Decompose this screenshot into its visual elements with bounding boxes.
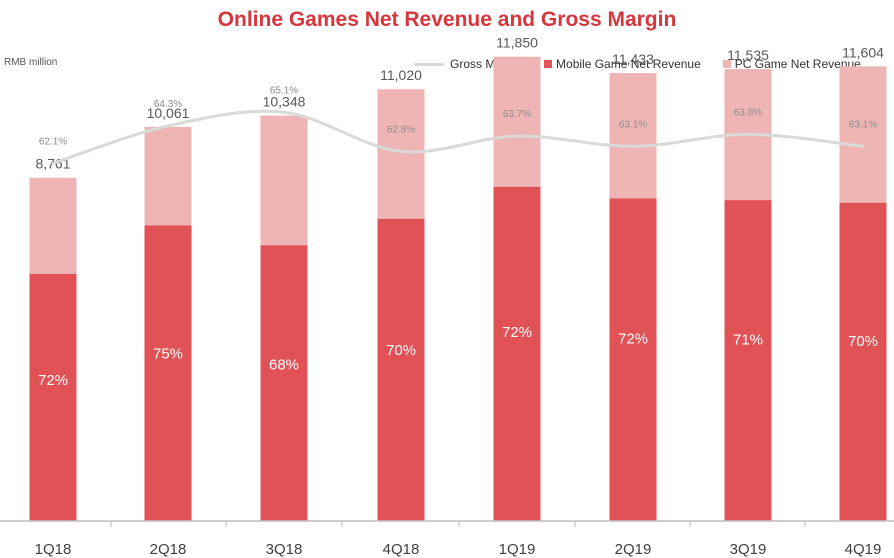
bar-pc-1Q19 (493, 56, 541, 187)
bar-mobile-2Q18 (144, 225, 192, 521)
legend-label-mobile: Mobile Game Net Revenue (556, 57, 701, 71)
share-label-4Q19: 70% (848, 333, 878, 350)
bar-mobile-1Q18 (29, 273, 77, 521)
total-label-4Q18: 11,020 (380, 67, 422, 83)
category-label-3Q19: 3Q19 (730, 541, 767, 558)
share-label-2Q19: 72% (618, 331, 648, 348)
gross-margin-line (51, 109, 865, 165)
gross-margin-label-1Q19: 63.7% (503, 109, 531, 120)
legend-swatch-pc (722, 60, 731, 68)
total-label-4Q19: 11,604 (842, 44, 884, 60)
gross-margin-label-3Q19: 63.8% (734, 107, 762, 118)
legend-swatch-gross-margin (414, 62, 444, 66)
gross-margin-label-3Q18: 65.1% (270, 85, 298, 96)
bar-mobile-4Q18 (377, 218, 425, 521)
legend-swatch-mobile (544, 60, 553, 68)
bar-mobile-1Q19 (493, 186, 541, 521)
category-label-3Q18: 3Q18 (266, 541, 303, 558)
share-label-3Q19: 71% (733, 332, 763, 349)
total-label-2Q19: 11,433 (612, 51, 654, 67)
gross-margin-label-4Q19: 63.1% (849, 119, 877, 130)
legend-item-mobile: Mobile Game Net Revenue (544, 57, 701, 71)
bar-mobile-4Q19 (839, 202, 887, 522)
legend-label-pc: PC Game Net Revenue (734, 57, 861, 71)
bar-pc-2Q19 (609, 73, 657, 199)
share-label-4Q18: 70% (386, 342, 416, 359)
category-label-1Q19: 1Q19 (499, 541, 536, 558)
bar-pc-4Q18 (377, 89, 425, 219)
gross-margin-label-4Q18: 62.8% (387, 124, 415, 135)
category-label-2Q18: 2Q18 (150, 541, 187, 558)
legend-item-pc: PC Game Net Revenue (722, 57, 861, 71)
category-label-1Q18: 1Q18 (35, 541, 72, 558)
bar-pc-4Q19 (839, 66, 887, 203)
category-label-2Q19: 2Q19 (615, 541, 652, 558)
total-label-1Q19: 11,850 (496, 35, 538, 51)
chart-title: Online Games Net Revenue and Gross Margi… (217, 8, 677, 31)
total-label-2Q18: 10,061 (147, 105, 190, 121)
share-label-1Q18: 72% (38, 372, 68, 389)
gross-margin-label-2Q19: 63.1% (619, 119, 647, 130)
total-label-3Q19: 11,535 (727, 47, 769, 63)
share-label-3Q18: 68% (269, 356, 299, 373)
share-label-1Q19: 72% (502, 324, 532, 341)
bar-pc-3Q18 (260, 115, 308, 246)
share-label-2Q18: 75% (153, 345, 183, 362)
category-label-4Q19: 4Q19 (845, 541, 882, 558)
bar-mobile-2Q19 (609, 198, 657, 521)
category-label-4Q18: 4Q18 (383, 541, 420, 558)
gross-margin-label-1Q18: 62.1% (39, 136, 67, 147)
gross-margin-label-2Q18: 64.3% (154, 99, 182, 110)
unit-label: RMB million (4, 57, 58, 68)
bar-pc-2Q18 (144, 126, 192, 226)
total-label-3Q18: 10,348 (263, 94, 306, 110)
bar-pc-1Q18 (29, 177, 77, 274)
bar-mobile-3Q19 (724, 200, 772, 522)
bar-mobile-3Q18 (260, 245, 308, 521)
